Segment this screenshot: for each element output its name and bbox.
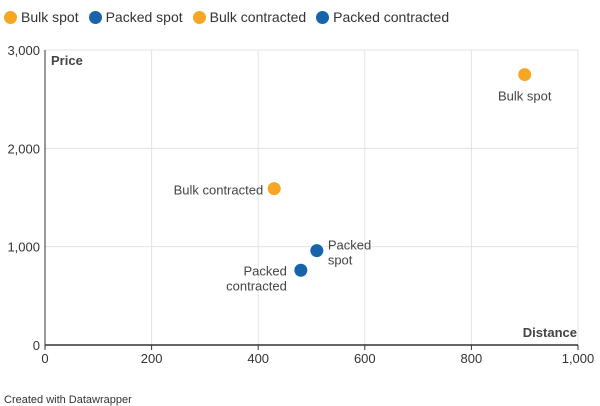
data-point bbox=[309, 243, 325, 259]
legend-item: Bulk spot bbox=[4, 9, 79, 25]
legend-item: Packed spot bbox=[88, 9, 183, 25]
legend-label: Packed spot bbox=[105, 9, 183, 25]
legend-item: Bulk contracted bbox=[192, 9, 307, 25]
footer-credit: Created with Datawrapper bbox=[4, 394, 132, 406]
legend-swatch bbox=[192, 10, 206, 24]
data-point-label: Packed bbox=[243, 263, 286, 278]
x-tick-label: 200 bbox=[141, 351, 163, 366]
legend-swatch bbox=[316, 10, 330, 24]
y-tick-label: 0 bbox=[33, 338, 40, 353]
data-point-label: contracted bbox=[226, 278, 287, 293]
legend-swatch bbox=[4, 10, 17, 24]
data-point-label: Bulk contracted bbox=[174, 183, 264, 198]
data-point bbox=[517, 67, 533, 83]
legend-label: Bulk contracted bbox=[209, 9, 307, 25]
data-point bbox=[293, 262, 309, 278]
y-tick-label: 2,000 bbox=[7, 141, 40, 156]
chart-legend: Bulk spot Packed spot Bulk contracted Packe… bbox=[4, 6, 449, 28]
legend-label: Bulk spot bbox=[21, 9, 79, 25]
x-tick-label: 400 bbox=[247, 351, 269, 366]
legend-item: Packed contracted bbox=[316, 9, 449, 25]
x-tick-label: 0 bbox=[41, 351, 48, 366]
data-point-label: Packed bbox=[328, 238, 371, 253]
data-point bbox=[266, 181, 282, 197]
legend-swatch bbox=[88, 10, 102, 24]
x-tick-label: 1,000 bbox=[562, 351, 595, 366]
x-tick-label: 600 bbox=[354, 351, 376, 366]
x-tick-label: 800 bbox=[461, 351, 483, 366]
x-axis-title: Distance bbox=[523, 325, 577, 340]
legend-label: Packed contracted bbox=[333, 9, 450, 25]
y-tick-label: 1,000 bbox=[7, 240, 40, 255]
data-point-label: spot bbox=[328, 253, 353, 268]
y-tick-label: 3,000 bbox=[7, 43, 40, 58]
data-point-label: Bulk spot bbox=[498, 89, 552, 104]
y-axis-title: Price bbox=[51, 53, 83, 68]
